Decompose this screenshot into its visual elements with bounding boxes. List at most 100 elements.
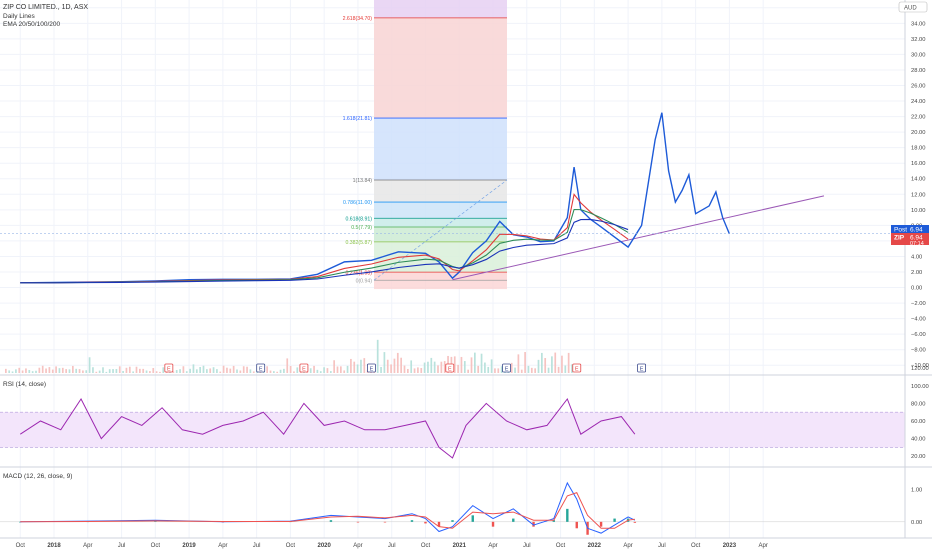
volume-bar-147 (497, 368, 500, 373)
volume-bar-161 (544, 358, 547, 373)
macd-hist-bar-6 (356, 521, 360, 523)
macd-hist-bar-7 (383, 521, 387, 523)
volume-bar-134 (453, 356, 456, 373)
volume-bar-29 (102, 367, 104, 373)
volume-bar-67 (229, 368, 232, 373)
macd-tick-label-0: 1.00 (911, 487, 922, 493)
fib-zone-4 (374, 202, 507, 219)
volume-bar-167 (564, 365, 567, 373)
post-badge-value: 6.94 (910, 227, 923, 234)
volume-bar-114 (386, 359, 389, 373)
volume-bar-169 (571, 364, 573, 373)
volume-bar-151 (510, 362, 513, 373)
volume-bar-127 (430, 357, 433, 373)
daily-lines-label[interactable]: Daily Lines (3, 13, 36, 20)
earnings-marker-4 (445, 363, 455, 373)
volume-bar-69 (236, 369, 238, 373)
volume-bar-33 (115, 368, 118, 373)
volume-bar-135 (457, 364, 459, 373)
volume-bar-153 (517, 354, 520, 373)
badge-layer: Post 6.94 ZIP 6.94 07:14 (891, 225, 929, 247)
ema-label[interactable]: EMA 20/50/100/200 (3, 21, 60, 28)
trend-layer (452, 195, 825, 281)
volume-bar-10 (38, 367, 41, 373)
volume-bar-59 (202, 365, 205, 373)
price-tick-label-9: 18.00 (911, 146, 926, 152)
time-tick-label-4: Oct (151, 543, 161, 549)
volume-bar-36 (125, 367, 128, 373)
volume-bar-148 (500, 366, 503, 373)
macd-hist-bar-5 (329, 520, 333, 522)
volume-bar-168 (567, 352, 570, 373)
fib-label-3: 0.5(7.79) (351, 225, 372, 231)
earnings-marker-6 (572, 363, 582, 373)
volume-bar-17 (61, 367, 64, 373)
rsi-title[interactable]: RSI (14, close) (3, 381, 46, 388)
rsi-tick-label-5: 20.00 (911, 454, 926, 460)
macd-hist-bar-8 (410, 520, 414, 522)
volume-bar-100 (340, 366, 342, 373)
macd-title[interactable]: MACD (12, 26, close, 9) (3, 473, 72, 480)
volume-bar-111 (376, 339, 379, 373)
price-tick-label-3: 30.00 (911, 52, 926, 58)
volume-bar-131 (443, 361, 446, 373)
macd-layer (0, 481, 905, 535)
price-tick-label-13: 10.00 (911, 208, 926, 214)
volume-bar-28 (98, 370, 101, 373)
fib-zone-6 (374, 118, 507, 180)
volume-bar-81 (276, 371, 279, 373)
volume-bar-68 (232, 365, 235, 373)
fib-zone-0 (374, 272, 507, 281)
volume-bar-159 (537, 359, 540, 373)
volume-bar-50 (172, 371, 175, 373)
volume-bar-99 (336, 366, 339, 373)
fib-trend-diagonal (373, 179, 508, 281)
volume-bar-122 (413, 368, 416, 373)
price-tick-label-23: −10.00 (911, 363, 929, 369)
volume-bar-62 (212, 367, 215, 373)
grid-layer (0, 0, 905, 538)
rsi-tick-label-3: 60.00 (911, 419, 926, 425)
post-badge (891, 225, 929, 233)
symbol-title[interactable]: ZIP CO LIMITED., 1D, ASX (3, 4, 88, 11)
zip-badge (891, 233, 929, 245)
volume-bar-121 (410, 360, 413, 373)
macd-hist-bar-14 (512, 518, 515, 522)
price-tick-label-6: 24.00 (911, 99, 926, 105)
volume-bar-97 (329, 371, 332, 373)
volume-bar-163 (551, 356, 553, 373)
volume-bar-105 (356, 364, 359, 373)
volume-bar-34 (118, 366, 121, 373)
volume-bar-23 (82, 370, 84, 373)
volume-bar-158 (534, 368, 536, 373)
time-tick-label-17: 2022 (588, 543, 602, 549)
earnings-marker-label-5: E (505, 367, 509, 373)
volume-bar-11 (41, 365, 44, 373)
volume-bar-128 (433, 361, 436, 373)
time-tick-label-16: Oct (556, 543, 566, 549)
fib-label-7: 1.618(21.81) (343, 116, 373, 122)
volume-bar-20 (72, 365, 74, 373)
price-tick-label-16: 4.00 (911, 254, 922, 260)
volume-bar-18 (65, 369, 67, 373)
time-tick-label-21: 2023 (723, 543, 737, 549)
volume-bar-165 (557, 366, 560, 373)
volume-bar-123 (417, 367, 419, 373)
volume-bar-136 (460, 356, 463, 373)
price-tick-label-19: −2.00 (911, 301, 926, 307)
volume-bar-112 (380, 366, 382, 373)
ema-fast-line (20, 193, 629, 284)
volume-bar-95 (323, 367, 325, 373)
volume-bar-92 (313, 365, 315, 373)
earnings-marker-label-3: E (370, 367, 374, 373)
price-tick-label-17: 2.00 (911, 270, 922, 276)
macd-hist-bar-15 (532, 521, 535, 527)
volume-bar-120 (407, 368, 409, 373)
volume-bar-143 (484, 362, 486, 373)
volume-bar-52 (179, 369, 181, 373)
volume-bar-106 (360, 359, 362, 373)
volume-bar-55 (189, 368, 191, 373)
volume-bar-45 (155, 371, 158, 373)
